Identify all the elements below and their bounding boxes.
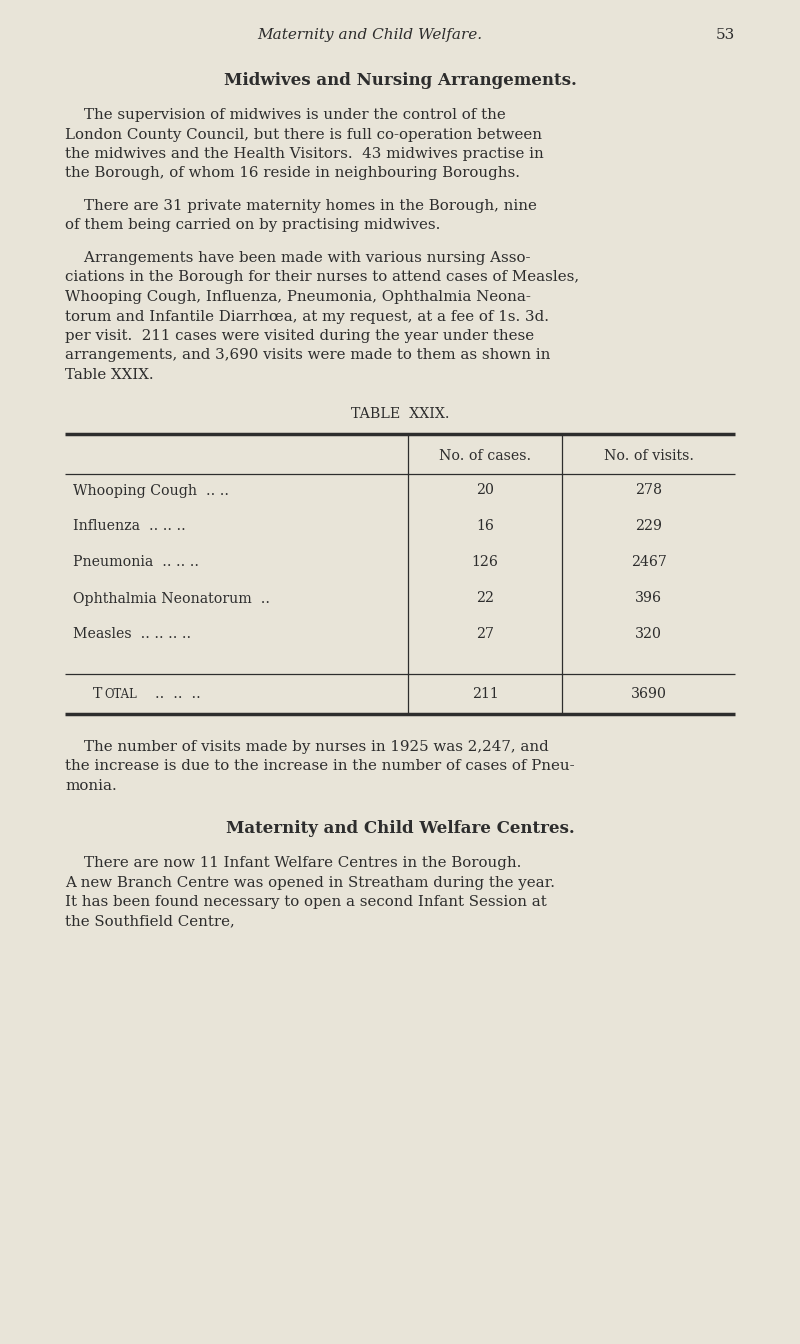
- Text: Arrangements have been made with various nursing Asso-: Arrangements have been made with various…: [65, 251, 530, 265]
- Text: monia.: monia.: [65, 778, 117, 793]
- Text: Measles  .. .. .. ..: Measles .. .. .. ..: [73, 628, 191, 641]
- Text: arrangements, and 3,690 visits were made to them as shown in: arrangements, and 3,690 visits were made…: [65, 348, 550, 363]
- Text: 320: 320: [635, 628, 662, 641]
- Text: the midwives and the Health Visitors.  43 midwives practise in: the midwives and the Health Visitors. 43…: [65, 146, 544, 161]
- Text: the Borough, of whom 16 reside in neighbouring Boroughs.: the Borough, of whom 16 reside in neighb…: [65, 167, 520, 180]
- Text: 229: 229: [635, 520, 662, 534]
- Text: per visit.  211 cases were visited during the year under these: per visit. 211 cases were visited during…: [65, 329, 534, 343]
- Text: 27: 27: [476, 628, 494, 641]
- Text: 2467: 2467: [630, 555, 666, 570]
- Text: TABLE  XXIX.: TABLE XXIX.: [350, 407, 450, 422]
- Text: 53: 53: [716, 28, 735, 42]
- Text: Maternity and Child Welfare.: Maternity and Child Welfare.: [258, 28, 482, 42]
- Text: ciations in the Borough for their nurses to attend cases of Measles,: ciations in the Borough for their nurses…: [65, 270, 579, 285]
- Text: There are now 11 Infant Welfare Centres in the Borough.: There are now 11 Infant Welfare Centres …: [65, 856, 522, 870]
- Text: There are 31 private maternity homes in the Borough, nine: There are 31 private maternity homes in …: [65, 199, 537, 212]
- Text: 20: 20: [476, 484, 494, 497]
- Text: It has been found necessary to open a second Infant Session at: It has been found necessary to open a se…: [65, 895, 546, 909]
- Text: 16: 16: [476, 520, 494, 534]
- Text: Midwives and Nursing Arrangements.: Midwives and Nursing Arrangements.: [223, 73, 577, 89]
- Text: 211: 211: [472, 688, 498, 702]
- Text: 3690: 3690: [630, 688, 666, 702]
- Text: 396: 396: [635, 591, 662, 606]
- Text: 22: 22: [476, 591, 494, 606]
- Text: ..  ..  ..: .. .. ..: [155, 688, 201, 702]
- Text: the increase is due to the increase in the number of cases of Pneu-: the increase is due to the increase in t…: [65, 759, 574, 773]
- Text: No. of cases.: No. of cases.: [439, 449, 531, 464]
- Text: T: T: [93, 688, 102, 702]
- Text: London County Council, but there is full co-operation between: London County Council, but there is full…: [65, 128, 542, 141]
- Text: Whooping Cough  .. ..: Whooping Cough .. ..: [73, 484, 229, 497]
- Text: 278: 278: [635, 484, 662, 497]
- Text: Pneumonia  .. .. ..: Pneumonia .. .. ..: [73, 555, 199, 570]
- Text: Ophthalmia Neonatorum  ..: Ophthalmia Neonatorum ..: [73, 591, 270, 606]
- Text: OTAL: OTAL: [104, 688, 137, 700]
- Text: Table XXIX.: Table XXIX.: [65, 368, 154, 382]
- Text: Maternity and Child Welfare Centres.: Maternity and Child Welfare Centres.: [226, 820, 574, 837]
- Text: The supervision of midwives is under the control of the: The supervision of midwives is under the…: [65, 108, 506, 122]
- Text: 126: 126: [471, 555, 498, 570]
- Text: Influenza  .. .. ..: Influenza .. .. ..: [73, 520, 186, 534]
- Text: of them being carried on by practising midwives.: of them being carried on by practising m…: [65, 219, 440, 233]
- Text: The number of visits made by nurses in 1925 was 2,247, and: The number of visits made by nurses in 1…: [65, 739, 549, 754]
- Text: No. of visits.: No. of visits.: [603, 449, 694, 464]
- Text: torum and Infantile Diarrhœa, at my request, at a fee of 1s. 3d.: torum and Infantile Diarrhœa, at my requ…: [65, 309, 549, 324]
- Text: A new Branch Centre was opened in Streatham during the year.: A new Branch Centre was opened in Streat…: [65, 875, 555, 890]
- Text: the Southfield Centre,: the Southfield Centre,: [65, 914, 234, 929]
- Text: Whooping Cough, Influenza, Pneumonia, Ophthalmia Neona-: Whooping Cough, Influenza, Pneumonia, Op…: [65, 290, 531, 304]
